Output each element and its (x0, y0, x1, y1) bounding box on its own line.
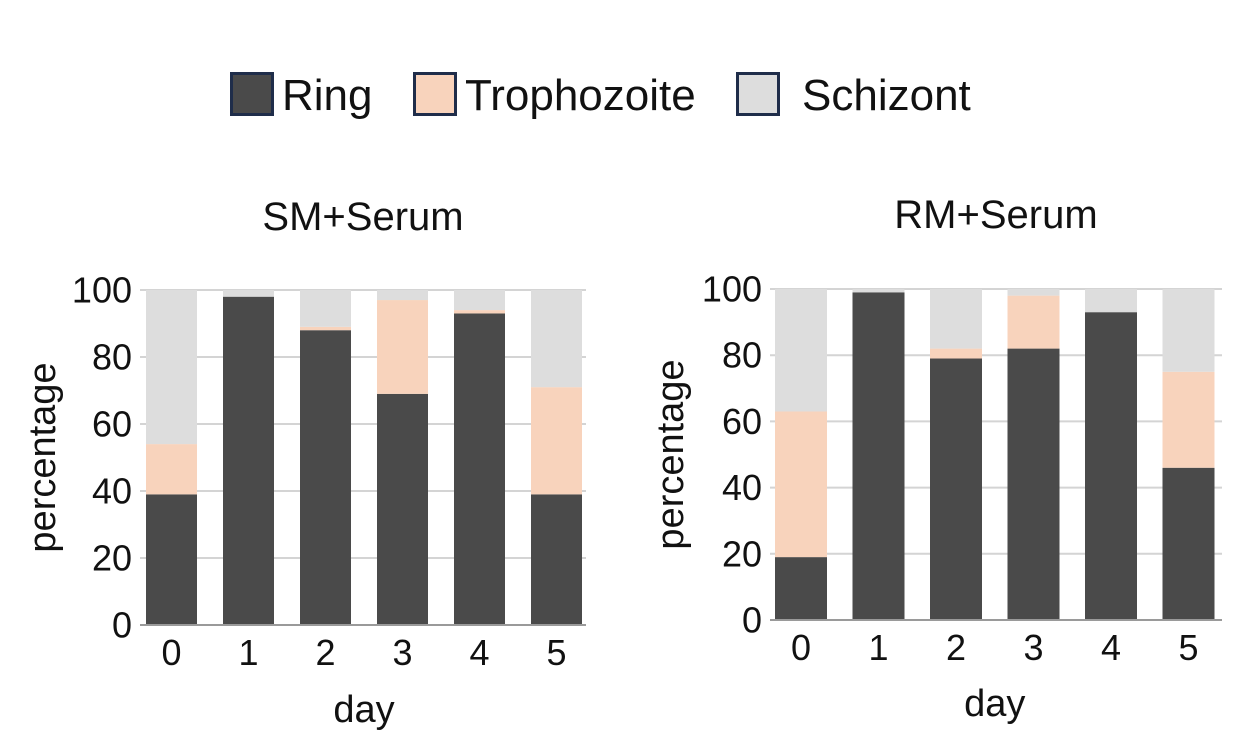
panel-2-bar-ring-day-1 (852, 292, 905, 620)
panel-2-ytick-label: 0 (742, 600, 762, 641)
panel-1-bar-ring-day-2 (300, 330, 351, 625)
legend-swatch-ring (230, 72, 274, 116)
panel-1-bar-ring-day-4 (454, 313, 505, 625)
panel-2-bar-trophozoite-day-2 (930, 348, 982, 359)
panel-1-ytick-label: 60 (92, 404, 132, 445)
panel-1-bar-ring-day-1 (223, 296, 274, 625)
panel-1-xtick-label: 5 (546, 632, 566, 673)
panel-1-bar-schizont-day-4 (454, 290, 505, 311)
panel-1-bar-trophozoite-day-5 (531, 387, 582, 495)
panel-2-xtick-label: 5 (1178, 627, 1198, 668)
panel-2-xtick-label: 2 (946, 627, 966, 668)
panel-2-bar-ring-day-0 (775, 557, 827, 620)
legend-swatch-schizont (736, 72, 780, 116)
panel-2-ytick-label: 100 (702, 269, 762, 310)
panel-1-bar-trophozoite-day-3 (377, 300, 428, 394)
panel-2-ytick-label: 20 (722, 533, 762, 574)
panel-2-bar-ring-day-2 (930, 358, 982, 620)
panel-2-bar-ring-day-5 (1162, 467, 1215, 620)
panel-1-xtick-label: 1 (238, 632, 258, 673)
panel-2-ytick-label: 80 (722, 335, 762, 376)
panel-1-ytick-label: 80 (92, 337, 132, 378)
panel-2-xtick-label: 1 (868, 627, 888, 668)
panel-1-bar-trophozoite-day-0 (146, 444, 197, 495)
panel-1-bar-schizont-day-2 (300, 290, 351, 327)
panel-1-ytick-label: 100 (72, 270, 132, 311)
panel-1-xtick-label: 2 (315, 632, 335, 673)
panel-1: SM+Serum 0 20 40 60 80 100 0 1 2 3 4 5 day percentage (22, 195, 586, 731)
panel-2-bar-ring-day-4 (1085, 312, 1137, 620)
panel-1-x-axis-label: day (333, 689, 394, 731)
panel-2-y-axis-label: percentage (650, 359, 692, 549)
panel-2-bar-ring-day-3 (1007, 348, 1060, 620)
panel-2-bar-schizont-day-5 (1162, 289, 1215, 372)
panel-2-ytick-label: 60 (722, 401, 762, 442)
panel-2-bar-schizont-day-4 (1085, 289, 1137, 313)
panel-2-bar-trophozoite-day-3 (1007, 295, 1060, 349)
panel-1-y-axis-label: percentage (22, 362, 64, 552)
panel-2-xtick-label: 4 (1101, 627, 1121, 668)
panel-1-xtick-label: 3 (392, 632, 412, 673)
panel-1-bar-schizont-day-1 (223, 290, 274, 297)
legend: Ring Trophozoite Schizont (0, 68, 1241, 124)
legend-label-ring: Ring (282, 71, 373, 120)
panel-1-bar-schizont-day-5 (531, 290, 582, 388)
panel-2-x-axis-label: day (964, 683, 1025, 725)
panel-2: RM+Serum 0 20 40 60 80 100 0 1 2 3 4 5 day percentage (650, 193, 1222, 725)
panel-1-bar-ring-day-0 (146, 494, 197, 625)
panel-2-bar-trophozoite-day-0 (775, 411, 827, 558)
panel-1-xtick-label: 0 (161, 632, 181, 673)
legend-swatch-trophozoite (413, 72, 457, 116)
legend-label-trophozoite: Trophozoite (465, 71, 696, 120)
panel-1-bar-ring-day-3 (377, 393, 428, 625)
panel-1-bar-schizont-day-0 (146, 290, 197, 445)
panel-2-bar-schizont-day-3 (1007, 289, 1060, 296)
panel-1-bar-trophozoite-day-2 (300, 326, 351, 331)
panel-2-xtick-label: 0 (791, 627, 811, 668)
panel-2-xtick-label: 3 (1023, 627, 1043, 668)
panel-2-bar-trophozoite-day-5 (1162, 371, 1215, 468)
legend-label-schizont: Schizont (802, 71, 971, 120)
panel-1-xtick-label: 4 (469, 632, 489, 673)
panel-2-title: RM+Serum (894, 193, 1097, 237)
panel-1-ytick-label: 0 (112, 605, 132, 646)
panel-1-title: SM+Serum (262, 195, 463, 239)
panel-2-bar-schizont-day-2 (930, 289, 982, 349)
panel-2-bar-schizont-day-1 (852, 289, 905, 293)
panel-1-bar-ring-day-5 (531, 494, 582, 625)
panel-1-ytick-label: 40 (92, 471, 132, 512)
panel-1-bar-schizont-day-3 (377, 290, 428, 301)
panel-1-bar-trophozoite-day-4 (454, 310, 505, 314)
panel-2-ytick-label: 40 (722, 467, 762, 508)
panel-2-bar-schizont-day-0 (775, 289, 827, 412)
panel-1-ytick-label: 20 (92, 538, 132, 579)
